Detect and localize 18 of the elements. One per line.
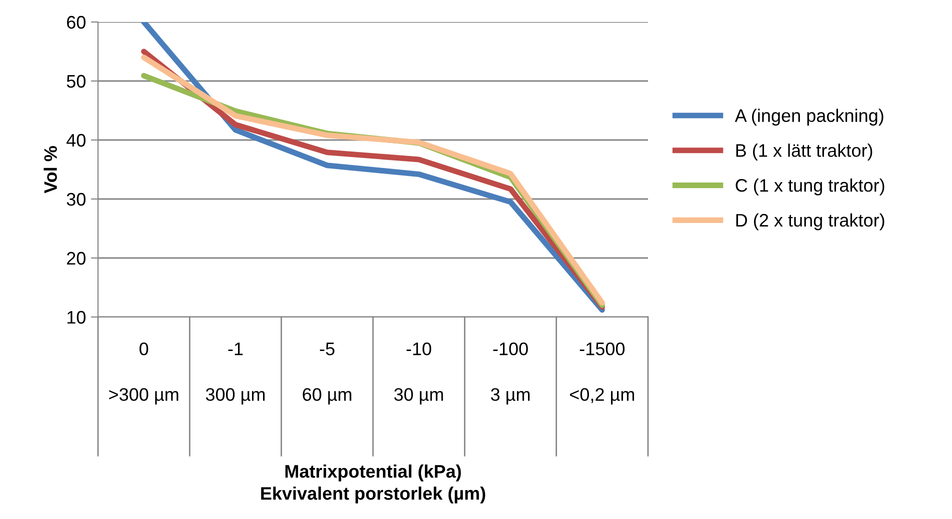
legend-label: C (1 x tung traktor) bbox=[736, 178, 884, 196]
category-label: -1500 <0,2 µm bbox=[570, 342, 634, 404]
y-tick-label: 60 bbox=[67, 16, 86, 29]
legend-label: D (2 x tung traktor) bbox=[736, 213, 884, 230]
category-label: -1 300 µm bbox=[206, 342, 265, 404]
category-label: 0 >300 µm bbox=[109, 342, 178, 404]
category-label: -5 60 µm bbox=[302, 342, 352, 404]
y-tick-label: 40 bbox=[66, 134, 86, 147]
text: Matrixpotential (kPa) Ekvivalent porstorlek (µm) bbox=[261, 464, 486, 504]
y-axis-title: Vol % bbox=[44, 146, 57, 194]
category-label: -10 30 µm bbox=[394, 342, 443, 404]
y-tick-label: 20 bbox=[67, 252, 86, 265]
y-tick-label: 30 bbox=[66, 192, 86, 206]
legend-label: B (1 x lätt traktor) bbox=[736, 144, 872, 160]
y-tick-label: 50 bbox=[66, 74, 86, 88]
legend-label: A (ingen packning) bbox=[734, 108, 884, 126]
category-label: -100 3 µm bbox=[490, 342, 530, 404]
y-tick-label: 10 bbox=[67, 310, 86, 324]
